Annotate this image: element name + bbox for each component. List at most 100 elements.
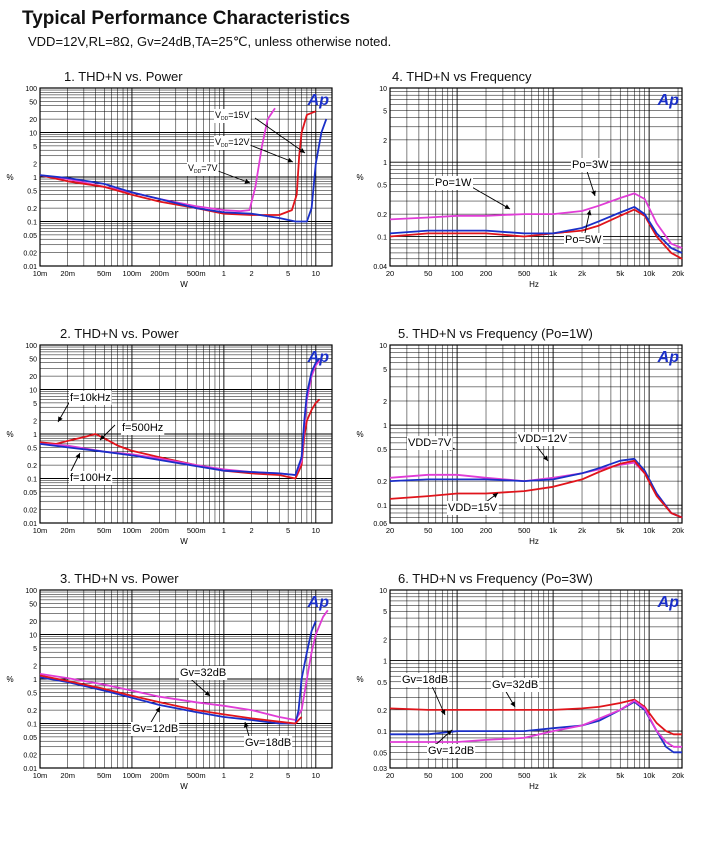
x-tick-label: 10 <box>312 771 320 780</box>
x-tick-label: 2k <box>578 771 586 780</box>
series-line-blue <box>39 357 321 476</box>
x-tick-label: 5k <box>616 269 624 278</box>
x-tick-label: 100m <box>123 269 142 278</box>
series-annotation-label: Gv=12dB <box>132 723 178 735</box>
y-tick-label: 0.05 <box>23 490 37 497</box>
y-tick-label: 20 <box>29 117 37 124</box>
page-subtitle: VDD=12V,RL=8Ω, Gv=24dB,TA=25℃, unless ot… <box>28 34 392 49</box>
y-axis-label: % <box>6 675 13 684</box>
x-tick-label: 100m <box>123 526 142 535</box>
y-tick-label: 10 <box>29 633 37 640</box>
y-tick-label: 0.02 <box>23 508 37 515</box>
annotation-bg <box>517 432 569 446</box>
x-tick-label: 10k <box>643 526 655 535</box>
y-tick-label: 100 <box>25 588 37 595</box>
y-tick-label: 1 <box>383 659 387 666</box>
arrow-head <box>504 204 510 209</box>
annotation-bg <box>447 501 499 515</box>
x-tick-label: 2k <box>578 526 586 535</box>
arrow-head <box>510 701 515 707</box>
chart-2-thdn-vs-power: 2. THD+N vs. Power 100 50 20 10 5 2 1 0.5 0.2 0.1… <box>0 325 345 553</box>
series-annotation-label: Gv=18dB <box>402 674 448 686</box>
y-tick-label: 0.5 <box>377 680 387 687</box>
x-tick-label: 1k <box>549 526 557 535</box>
x-tick-label: 20 <box>386 526 394 535</box>
plot-frame <box>389 87 683 267</box>
x-tick-label: 20k <box>672 526 684 535</box>
chart-6-thdn-vs-frequency-po3w: 6. THD+N vs Frequency (Po=3W) 10 5 2 1 0.5 0.… <box>350 570 695 798</box>
y-tick-label: 0.1 <box>27 220 37 227</box>
y-tick-label: 0.1 <box>27 477 37 484</box>
chart-5-thdn-vs-frequency-po1w: 5. THD+N vs Frequency (Po=1W) 10 5 2 1 0.5 0.… <box>350 325 695 553</box>
y-tick-label: 20 <box>29 619 37 626</box>
y-tick-label: 5 <box>383 609 387 616</box>
x-tick-label: 10k <box>643 269 655 278</box>
y-tick-label: 2 <box>33 664 37 671</box>
x-tick-label: 5 <box>286 526 290 535</box>
y-tick-label: 0.5 <box>27 445 37 452</box>
arrow-head <box>243 722 249 728</box>
y-tick-label: 5 <box>383 108 387 115</box>
series-line-blue <box>389 457 683 519</box>
y-tick-label: 1 <box>383 423 387 430</box>
series-annotation-label: Gv=18dB <box>245 737 291 749</box>
page-title: Typical Performance Characteristics <box>22 8 351 29</box>
y-tick-label: 5 <box>33 646 37 653</box>
annotation-bg <box>564 233 603 247</box>
x-tick-label: 50 <box>424 526 432 535</box>
x-tick-label: 20k <box>672 771 684 780</box>
x-tick-label: 500 <box>518 526 531 535</box>
x-tick-label: 2 <box>249 771 253 780</box>
ap-logo: Ap <box>657 92 680 109</box>
arrow-head <box>299 148 305 153</box>
series-line-blue <box>39 118 328 223</box>
chart-title: 4. THD+N vs Frequency <box>392 69 532 84</box>
y-tick-label: 0.05 <box>23 735 37 742</box>
series-annotation-label: VDD=7V <box>408 437 452 449</box>
annotation-bg <box>407 436 453 450</box>
x-axis-label: Hz <box>529 782 539 791</box>
x-tick-label: 20m <box>60 771 75 780</box>
x-tick-label: 10 <box>312 269 320 278</box>
x-tick-label: 2k <box>578 269 586 278</box>
annotation-bg <box>401 673 450 687</box>
series-annotation-label: Po=1W <box>435 177 472 189</box>
annotation-arrow <box>469 185 511 210</box>
y-tick-label: 50 <box>29 99 37 106</box>
arrow-head <box>204 690 210 696</box>
x-tick-label: 500m <box>187 771 206 780</box>
x-axis-label: Hz <box>529 537 539 546</box>
series-line-red <box>389 698 682 736</box>
chart-title: 3. THD+N vs. Power <box>60 571 179 586</box>
annotation-arrow <box>217 170 251 184</box>
y-tick-label: 2 <box>383 399 387 406</box>
y-tick-label: 50 <box>29 601 37 608</box>
arrow-head <box>542 455 548 461</box>
y-tick-label: 2 <box>383 138 387 145</box>
y-tick-label: 0.2 <box>27 708 37 715</box>
y-tick-label: 100 <box>25 86 37 93</box>
y-tick-label: 5 <box>33 401 37 408</box>
x-tick-label: 500m <box>187 269 206 278</box>
arrow-head <box>100 434 106 440</box>
x-tick-label: 20k <box>672 269 684 278</box>
annotation-bg <box>491 678 540 692</box>
y-axis-label: % <box>6 173 13 182</box>
y-gridlines <box>390 592 682 760</box>
annotation-bg <box>121 421 165 435</box>
x-axis-label: W <box>180 537 188 546</box>
arrow-head <box>446 730 452 736</box>
x-tick-label: 10m <box>33 526 48 535</box>
ap-logo: Ap <box>307 92 330 109</box>
x-tick-label: 20 <box>386 269 394 278</box>
series-annotation-label: f=100Hz <box>70 472 111 484</box>
series-annotation-label: Gv=12dB <box>428 745 474 757</box>
y-tick-label: 10 <box>29 388 37 395</box>
annotation-bg <box>179 666 228 680</box>
x-tick-label: 100 <box>451 269 464 278</box>
x-tick-label: 200 <box>480 771 493 780</box>
series-line-magenta <box>389 192 683 249</box>
arrow-head <box>75 453 80 459</box>
series-annotation-label: Gv=32dB <box>180 667 226 679</box>
